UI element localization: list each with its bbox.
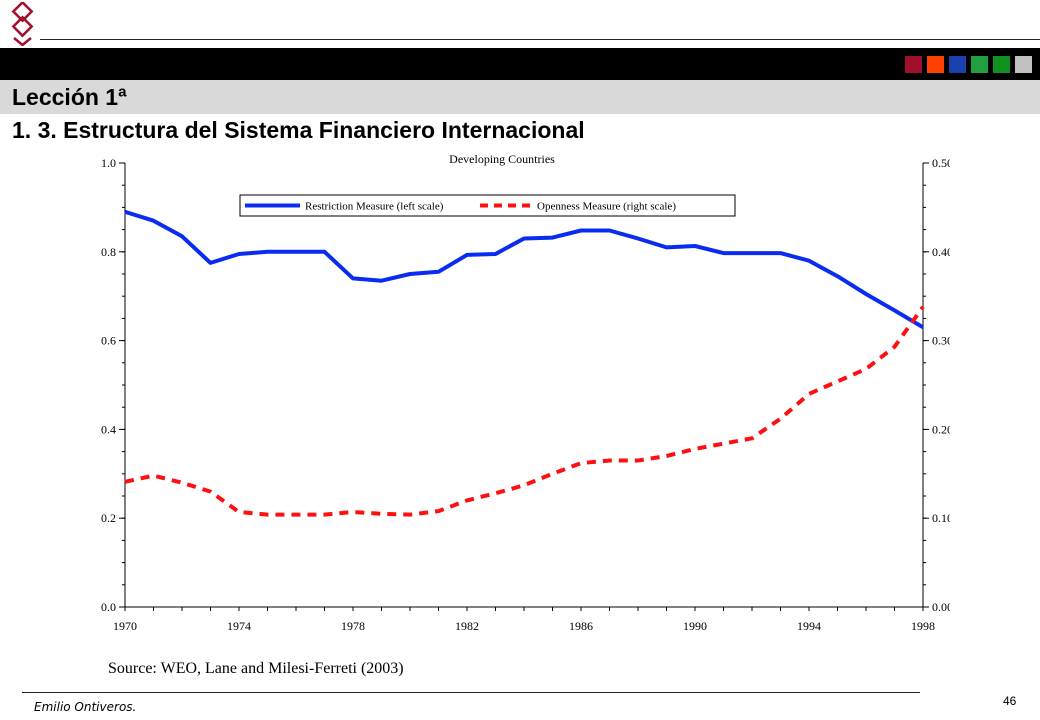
restriction-line: [124, 209, 925, 330]
chart-title: Developing Countries: [449, 152, 555, 166]
color-square: [905, 56, 922, 73]
color-square: [993, 56, 1010, 73]
author-name: Emilio Ontiveros.: [34, 700, 137, 714]
color-square: [971, 56, 988, 73]
color-square: [949, 56, 966, 73]
openness-line: [124, 305, 925, 517]
color-square: [1015, 56, 1032, 73]
x-tick-label: 1998: [911, 619, 935, 633]
color-square: [927, 56, 944, 73]
legend-label-restriction: Restriction Measure (left scale): [305, 201, 444, 213]
left-tick-label: 0.2: [101, 511, 116, 525]
x-tick-label: 1974: [227, 619, 251, 633]
left-tick-label: 1.0: [101, 156, 116, 170]
brand-logo: [11, 2, 34, 46]
x-tick-label: 1994: [797, 619, 821, 633]
chart-source: Source: WEO, Lane and Milesi-Ferreti (20…: [108, 660, 404, 677]
chart-axes: 0.0 0.2 0.4 0.6 0.8 1.0 0.00 0.10 0.20 0.30 0.40 0.…: [101, 156, 950, 633]
x-tick-label: 1986: [569, 619, 593, 633]
right-tick-label: 0.30: [932, 334, 950, 348]
x-tick-label: 1978: [341, 619, 365, 633]
right-tick-label: 0.00: [932, 600, 950, 614]
page-number: 46: [1003, 694, 1017, 708]
right-tick-label: 0.10: [932, 511, 950, 525]
color-squares: [905, 56, 1032, 73]
right-tick-label: 0.50: [932, 156, 950, 170]
x-tick-label: 1982: [455, 619, 479, 633]
left-tick-label: 0.0: [101, 600, 116, 614]
left-tick-label: 0.8: [101, 245, 116, 259]
left-tick-label: 0.4: [101, 422, 116, 436]
x-tick-label: 1970: [113, 619, 137, 633]
slide-subtitle: 1. 3. Estructura del Sistema Financiero …: [12, 117, 585, 143]
top-divider: [40, 39, 1040, 40]
lesson-band: [0, 80, 1040, 114]
header-band: [0, 48, 1040, 80]
line-chart: Developing Countries 0.00.20.40.60.81.00…: [101, 152, 950, 677]
legend-label-openness: Openness Measure (right scale): [537, 201, 676, 213]
lesson-title: Lección 1ª: [12, 84, 127, 110]
footer-divider: [22, 692, 920, 693]
x-tick-label: 1990: [683, 619, 707, 633]
chart-legend: Restriction Measure (left scale) Opennes…: [239, 194, 736, 217]
left-tick-label: 0.6: [101, 334, 116, 348]
right-tick-label: 0.20: [932, 422, 950, 436]
right-tick-label: 0.40: [932, 245, 950, 259]
series-layer: [124, 209, 925, 517]
